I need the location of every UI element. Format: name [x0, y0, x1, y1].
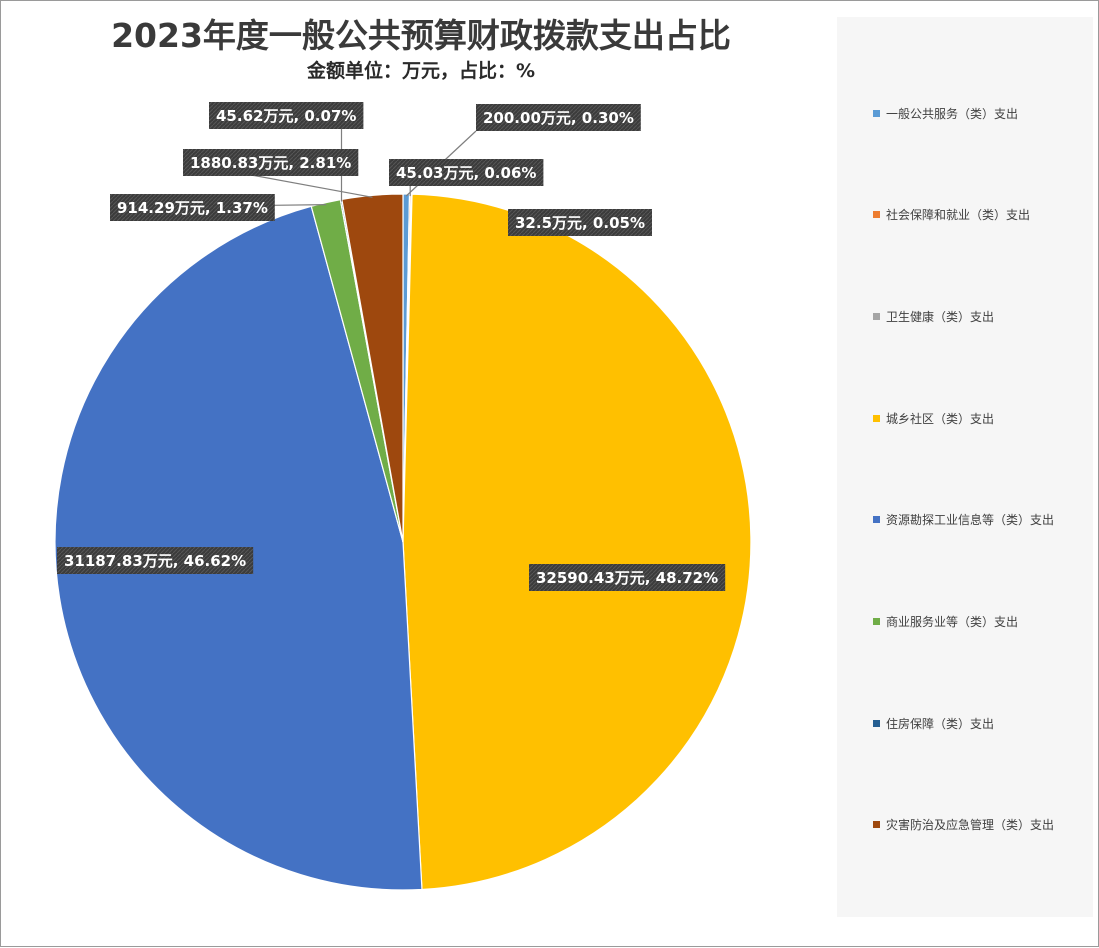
legend-swatch [873, 211, 880, 218]
data-label-box [389, 159, 544, 186]
legend-label: 一般公共服务（类）支出 [886, 107, 1019, 121]
legend-label: 灾害防治及应急管理（类）支出 [886, 818, 1055, 832]
legend-item: 城乡社区（类）支出 [873, 410, 994, 427]
legend-swatch [873, 821, 880, 828]
data-label-box [183, 149, 359, 176]
legend-item: 商业服务业等（类）支出 [873, 613, 1018, 630]
legend-item: 卫生健康（类）支出 [873, 308, 994, 325]
data-label-box [529, 564, 726, 591]
data-label: 31187.83万元, 46.62% [64, 552, 246, 570]
legend-swatch [873, 516, 880, 523]
data-label: 32590.43万元, 48.72% [536, 569, 718, 587]
legend-swatch [873, 313, 880, 320]
legend-label: 社会保障和就业（类）支出 [886, 208, 1031, 222]
data-label-box [209, 102, 364, 129]
data-label-box [476, 104, 641, 131]
legend-item: 灾害防治及应急管理（类）支出 [873, 816, 1054, 833]
legend-label: 住房保障（类）支出 [886, 717, 995, 731]
data-label-box [110, 194, 275, 221]
legend-label: 卫生健康（类）支出 [886, 310, 995, 324]
legend-item: 资源勘探工业信息等（类）支出 [873, 511, 1054, 528]
legend-item: 社会保障和就业（类）支出 [873, 206, 1030, 223]
chart-subtitle: 金额单位：万元，占比：% [306, 60, 536, 82]
legend-label: 商业服务业等（类）支出 [886, 615, 1019, 629]
legend-item: 一般公共服务（类）支出 [873, 105, 1018, 122]
legend-swatch [873, 618, 880, 625]
legend-swatch [873, 720, 880, 727]
pie-slice [402, 193, 752, 891]
legend-swatch [873, 110, 880, 117]
data-label-box [57, 547, 254, 574]
data-label-box [508, 209, 652, 236]
legend: 一般公共服务（类）支出 社会保障和就业（类）支出 卫生健康（类）支出 城乡社区（… [837, 17, 1093, 917]
legend-swatch [873, 415, 880, 422]
data-label: 45.62万元, 0.07% [216, 107, 356, 125]
legend-item: 住房保障（类）支出 [873, 715, 994, 732]
legend-label: 资源勘探工业信息等（类）支出 [886, 513, 1055, 527]
legend-label: 城乡社区（类）支出 [886, 412, 995, 426]
data-label: 32.5万元, 0.05% [515, 214, 645, 232]
data-label: 914.29万元, 1.37% [117, 199, 268, 217]
data-label: 200.00万元, 0.30% [483, 109, 634, 127]
chart-title: 2023年度一般公共预算财政拨款支出占比 [111, 16, 731, 55]
data-label: 1880.83万元, 2.81% [190, 154, 351, 172]
data-label: 45.03万元, 0.06% [396, 164, 536, 182]
